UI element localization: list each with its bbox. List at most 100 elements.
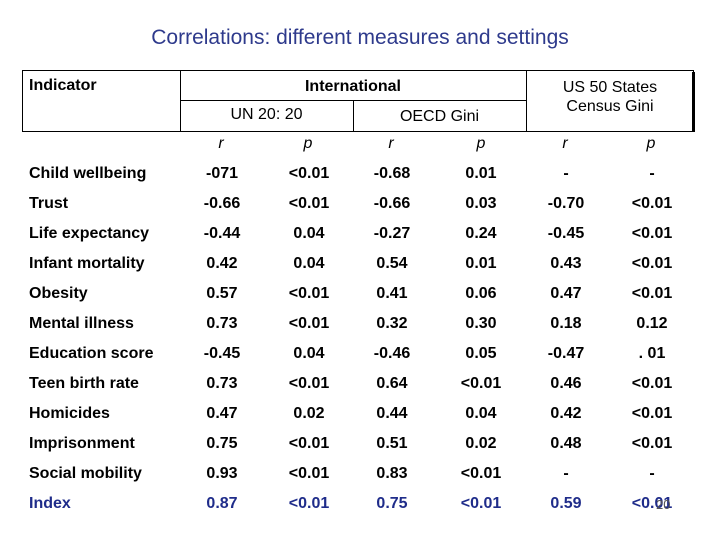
r-value-cell: 0.73 xyxy=(206,315,238,332)
r-value-cell: 0.41 xyxy=(376,285,408,302)
header-divider xyxy=(526,70,527,132)
r-value-cell: -0.45 xyxy=(547,225,585,242)
r-value-cell: 0.83 xyxy=(376,465,408,482)
r-value-cell: 0.87 xyxy=(206,495,238,512)
indicator-label: Child wellbeing xyxy=(29,165,147,182)
p-value-cell: <0.01 xyxy=(460,495,502,512)
indicator-label: Trust xyxy=(29,195,69,212)
us-header-line1: US 50 States xyxy=(562,79,658,96)
r-value-cell: -0.70 xyxy=(547,195,585,212)
indicator-label: Infant mortality xyxy=(29,255,145,272)
r-value-cell: 0.47 xyxy=(206,405,238,422)
p-value-cell: <0.01 xyxy=(631,195,673,212)
p-value-cell: 0.04 xyxy=(293,255,325,272)
p-value-cell: 0.12 xyxy=(636,315,668,332)
header-frame-shadow xyxy=(692,72,695,132)
col-header-p: p xyxy=(476,135,486,152)
p-value-cell: <0.01 xyxy=(631,495,673,512)
table-row: Infant mortality 0.42 0.04 0.54 0.01 0.43 <0.0… xyxy=(0,249,720,279)
p-value-cell: <0.01 xyxy=(460,465,502,482)
p-value-cell: <0.01 xyxy=(288,465,330,482)
p-value-cell: 0.04 xyxy=(293,225,325,242)
p-value-cell: <0.01 xyxy=(288,375,330,392)
p-value-cell: <0.01 xyxy=(288,495,330,512)
r-value-cell: -0.46 xyxy=(373,345,411,362)
p-value-cell: <0.01 xyxy=(288,435,330,452)
indicator-label: Mental illness xyxy=(29,315,134,332)
r-value-cell: 0.73 xyxy=(206,375,238,392)
indicator-label: Homicides xyxy=(29,405,110,422)
indicator-label: Imprisonment xyxy=(29,435,135,452)
p-value-cell: 0.01 xyxy=(465,255,497,272)
table-row: Imprisonment 0.75 <0.01 0.51 0.02 0.48 <0.01 xyxy=(0,429,720,459)
table-row: Life expectancy -0.44 0.04 -0.27 0.24 -0.45 <0… xyxy=(0,219,720,249)
table-row: Child wellbeing -071 <0.01 -0.68 0.01 - - xyxy=(0,159,720,189)
r-value-cell: 0.51 xyxy=(376,435,408,452)
r-value-cell: -0.47 xyxy=(547,345,585,362)
col-header-r: r xyxy=(562,135,568,152)
r-value-cell: 0.42 xyxy=(550,405,582,422)
table-row: Trust -0.66 <0.01 -0.66 0.03 -0.70 <0.01 xyxy=(0,189,720,219)
r-value-cell: 0.44 xyxy=(376,405,408,422)
r-value-cell: -0.66 xyxy=(203,195,241,212)
r-value-cell: -0.66 xyxy=(373,195,411,212)
slide-number: 20 xyxy=(656,497,671,512)
indicator-header: Indicator xyxy=(29,77,97,94)
un-header: UN 20: 20 xyxy=(230,106,303,123)
p-value-cell: 0.24 xyxy=(465,225,497,242)
r-value-cell: 0.93 xyxy=(206,465,238,482)
p-value-cell: <0.01 xyxy=(631,405,673,422)
p-value-cell: 0.05 xyxy=(465,345,497,362)
r-value-cell: -071 xyxy=(205,165,239,182)
p-value-cell: <0.01 xyxy=(631,435,673,452)
p-value-cell: <0.01 xyxy=(631,255,673,272)
p-value-cell: <0.01 xyxy=(288,195,330,212)
r-value-cell: -0.27 xyxy=(373,225,411,242)
p-value-cell: 0.02 xyxy=(465,435,497,452)
table-row: Index 0.87 <0.01 0.75 <0.01 0.59 <0.01 xyxy=(0,489,720,519)
table-row: Mental illness 0.73 <0.01 0.32 0.30 0.18 0.12 xyxy=(0,309,720,339)
r-value-cell: 0.57 xyxy=(206,285,238,302)
p-value-cell: 0.03 xyxy=(465,195,497,212)
p-value-cell: . 01 xyxy=(638,345,666,362)
p-value-cell: - xyxy=(649,465,655,482)
indicator-label: Education score xyxy=(29,345,154,362)
r-value-cell: 0.64 xyxy=(376,375,408,392)
r-value-cell: -0.68 xyxy=(373,165,411,182)
r-value-cell: -0.45 xyxy=(203,345,241,362)
table-row: Homicides 0.47 0.02 0.44 0.04 0.42 <0.01 xyxy=(0,399,720,429)
p-value-cell: <0.01 xyxy=(631,375,673,392)
header-divider xyxy=(180,70,181,132)
r-value-cell: 0.43 xyxy=(550,255,582,272)
header-divider xyxy=(353,100,354,132)
r-value-cell: 0.18 xyxy=(550,315,582,332)
r-value-cell: 0.48 xyxy=(550,435,582,452)
p-value-cell: <0.01 xyxy=(288,285,330,302)
p-value-cell: 0.06 xyxy=(465,285,497,302)
oecd-header: OECD Gini xyxy=(399,108,480,125)
indicator-label: Life expectancy xyxy=(29,225,150,242)
indicator-label: Obesity xyxy=(29,285,88,302)
table-row: Education score -0.45 0.04 -0.46 0.05 -0.47 . … xyxy=(0,339,720,369)
p-value-cell: 0.01 xyxy=(465,165,497,182)
r-value-cell: 0.32 xyxy=(376,315,408,332)
r-value-cell: 0.54 xyxy=(376,255,408,272)
r-value-cell: -0.44 xyxy=(203,225,241,242)
indicator-label: Teen birth rate xyxy=(29,375,139,392)
p-value-cell: 0.04 xyxy=(465,405,497,422)
r-value-cell: 0.75 xyxy=(206,435,238,452)
p-value-cell: 0.04 xyxy=(293,345,325,362)
us-header-line2: Census Gini xyxy=(566,98,654,115)
col-header-r: r xyxy=(388,135,394,152)
r-value-cell: 0.42 xyxy=(206,255,238,272)
slide-title: Correlations: different measures and set… xyxy=(151,26,569,49)
col-header-r: r xyxy=(218,135,224,152)
p-value-cell: <0.01 xyxy=(631,225,673,242)
p-value-cell: <0.01 xyxy=(288,315,330,332)
r-value-cell: 0.46 xyxy=(550,375,582,392)
table-row: Teen birth rate 0.73 <0.01 0.64 <0.01 0.46 <0.… xyxy=(0,369,720,399)
indicator-label: Social mobility xyxy=(29,465,142,482)
r-value-cell: - xyxy=(563,165,569,182)
r-value-cell: - xyxy=(563,465,569,482)
r-value-cell: 0.47 xyxy=(550,285,582,302)
